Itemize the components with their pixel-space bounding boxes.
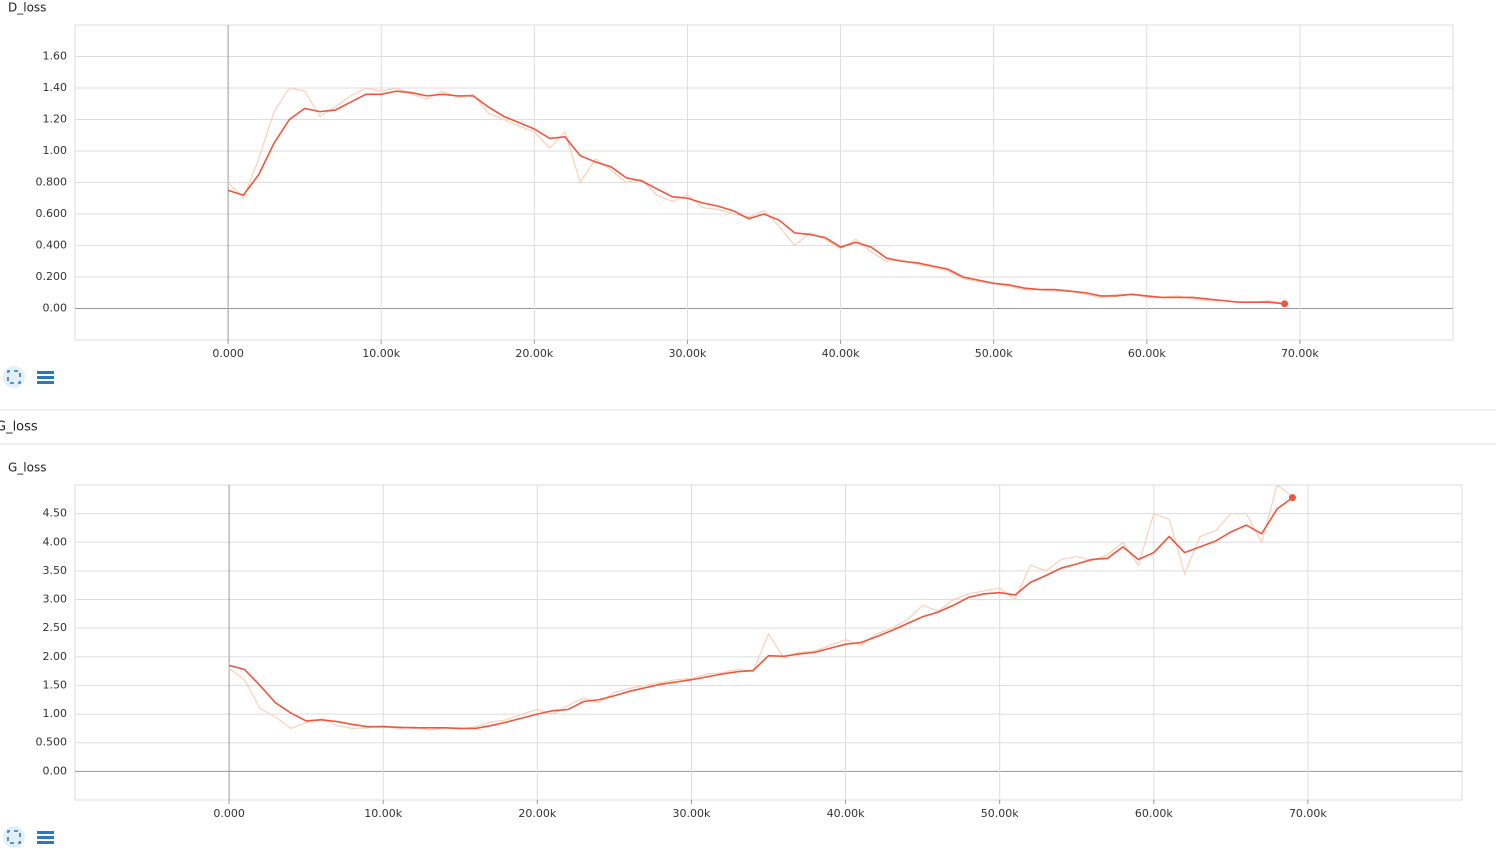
last-point <box>1281 300 1289 308</box>
expand-button[interactable] <box>3 366 25 388</box>
series-line <box>227 87 1285 305</box>
y-tick-label: 1.40 <box>43 81 68 94</box>
y-tick-label: 0.00 <box>43 302 68 315</box>
x-tick-label: 10.00k <box>364 807 402 820</box>
chart-title: D_loss <box>8 1 46 15</box>
data-toggle-button[interactable] <box>37 371 54 384</box>
y-tick-label: 0.200 <box>36 270 68 283</box>
x-tick-label: 50.00k <box>981 807 1019 820</box>
series-line <box>228 496 1293 730</box>
y-tick-label: 1.20 <box>43 113 68 126</box>
series-line <box>228 485 1293 731</box>
x-tick-label: 30.00k <box>669 347 707 360</box>
y-tick-label: 4.50 <box>43 507 68 520</box>
y-tick-label: 1.00 <box>43 707 68 720</box>
chart-title: G_loss <box>8 461 46 475</box>
section-title: G_loss <box>0 420 38 435</box>
x-tick-label: 50.00k <box>975 347 1013 360</box>
x-tick-label: 60.00k <box>1135 807 1173 820</box>
series-line <box>227 90 1285 305</box>
data-toggle-button[interactable] <box>37 831 54 844</box>
x-tick-label: 0.000 <box>212 347 244 360</box>
plot-area <box>228 485 1296 731</box>
x-tick-label: 40.00k <box>827 807 865 820</box>
x-tick-label: 70.00k <box>1281 347 1319 360</box>
y-tick-label: 1.60 <box>43 50 68 63</box>
y-tick-label: 3.00 <box>43 593 68 606</box>
y-tick-label: 1.50 <box>43 678 68 691</box>
x-tick-label: 70.00k <box>1289 807 1327 820</box>
x-tick-label: 60.00k <box>1128 347 1166 360</box>
x-tick-label: 0.000 <box>213 807 245 820</box>
plot-frame <box>74 484 1463 801</box>
last-point <box>1288 494 1296 502</box>
y-tick-label: 0.400 <box>36 239 68 252</box>
x-tick-label: 30.00k <box>673 807 711 820</box>
y-tick-label: 0.800 <box>36 176 68 189</box>
x-tick-label: 20.00k <box>518 807 556 820</box>
y-tick-label: 0.00 <box>43 764 68 777</box>
y-tick-label: 0.500 <box>36 736 68 749</box>
y-tick-label: 3.50 <box>43 564 68 577</box>
y-tick-label: 2.50 <box>43 621 68 634</box>
y-tick-label: 0.600 <box>36 207 68 220</box>
y-tick-label: 4.00 <box>43 535 68 548</box>
plot-area <box>227 87 1289 308</box>
y-tick-label: 1.00 <box>43 144 68 157</box>
x-tick-label: 20.00k <box>515 347 553 360</box>
expand-button[interactable] <box>3 826 25 848</box>
x-tick-label: 10.00k <box>362 347 400 360</box>
y-tick-label: 2.00 <box>43 650 68 663</box>
x-tick-label: 40.00k <box>822 347 860 360</box>
